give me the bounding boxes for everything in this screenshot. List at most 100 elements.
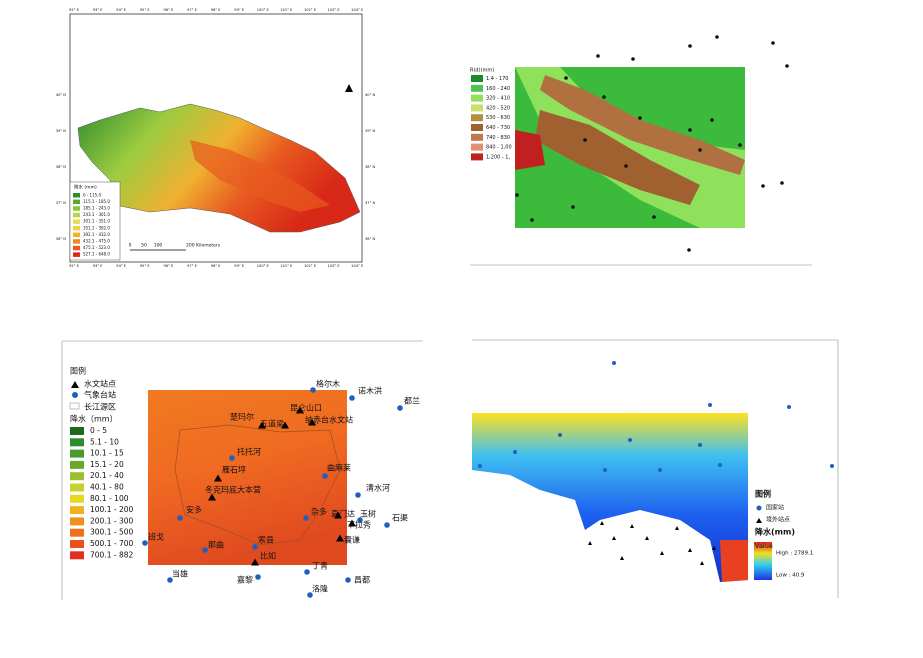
station-label: 清水河 — [366, 483, 390, 493]
station-label: 嘉黎 — [237, 575, 253, 585]
weather-station — [229, 455, 235, 461]
panel-2 — [470, 35, 812, 266]
mountain-band — [535, 110, 700, 205]
wet-zone — [515, 130, 545, 170]
legend-label: 长江源区 — [84, 402, 116, 412]
mountain-band — [540, 75, 745, 175]
legend-label: 5.1 - 10 — [90, 437, 119, 446]
station-label: 楚玛尔 — [230, 412, 254, 422]
lat-label: 40° N — [56, 93, 67, 97]
lat-label: 38° N — [56, 165, 67, 169]
legend-label: 320 - 410 — [486, 96, 510, 102]
legend-label: 840 - 1,00 — [486, 145, 512, 151]
station-label: 纳赤台水文站 — [305, 415, 353, 425]
legend-swatch — [471, 114, 483, 122]
lon-label: 93° E — [93, 8, 104, 12]
weather-station — [349, 395, 355, 401]
legend-swatch — [471, 75, 483, 82]
station-label: 直门达 — [331, 509, 355, 519]
legend-swatch — [70, 472, 84, 481]
lon-label: 94° E — [116, 8, 127, 12]
station-label: 比如 — [260, 551, 276, 561]
station-label: 安多 — [186, 505, 202, 515]
legend-label: 351.1 - 392.0 — [83, 225, 110, 230]
legend-label: 20.1 - 40 — [90, 471, 124, 480]
legend-label: 200.1 - 300 — [90, 516, 133, 525]
legend-label: 432.1 - 475.0 — [83, 239, 110, 244]
lat-label: 36° N — [56, 237, 67, 241]
legend-swatch — [70, 551, 84, 560]
lon-label: 103° E — [328, 8, 341, 12]
legend-swatch — [73, 193, 80, 198]
national-stations — [478, 361, 834, 472]
station-label: 当雄 — [172, 569, 188, 579]
legend-label: 水文站点 — [84, 379, 116, 389]
lon-label: 104° E — [351, 8, 364, 12]
weather-station — [303, 515, 309, 521]
legend-dot — [756, 505, 762, 511]
legend-title: R(d)(mm) — [470, 68, 494, 74]
lat-label: 39° N — [56, 129, 67, 133]
panel-4 — [472, 339, 839, 598]
legend-swatch — [73, 199, 80, 205]
station-label: 五道梁 — [260, 419, 284, 429]
lat-label: 37° N — [365, 201, 376, 205]
legend-outline — [69, 402, 80, 410]
legend-label: 243.1 - 301.0 — [83, 212, 110, 217]
station-label: 洛隆 — [312, 584, 328, 594]
ramp-high: High : 2789.1 — [776, 551, 813, 557]
weather-station — [167, 577, 173, 583]
dem-raster — [472, 413, 748, 582]
weather-station — [357, 517, 363, 523]
legend-swatch — [70, 540, 84, 548]
weather-station — [202, 547, 208, 553]
hydro-station — [348, 519, 356, 527]
legend-label: 700.1 - 882 — [90, 550, 133, 559]
station-label: 那曲 — [208, 540, 224, 550]
legend-swatch — [73, 226, 80, 231]
lon-label: 95° E — [140, 8, 151, 12]
legend-label: 80.1 - 100 — [90, 494, 129, 503]
legend-label: 475.1 - 523.0 — [83, 245, 110, 250]
station-label: 托托河 — [237, 447, 261, 457]
legend-label: 530 - 630 — [486, 115, 510, 121]
station-label: 都兰 — [404, 396, 420, 406]
station-label: 索县 — [258, 535, 274, 545]
north-arrow — [345, 84, 353, 92]
legend-swatch — [471, 94, 483, 102]
legend-label: 1.4 - 170 — [486, 76, 508, 82]
legend-swatch — [70, 528, 84, 537]
station-label: 下拉秀 — [347, 520, 371, 530]
legend-swatch — [70, 460, 84, 469]
legend-label: 0 - 5 — [90, 426, 107, 435]
legend-swatch — [471, 153, 483, 161]
legend-label: 301.1 - 351.0 — [83, 219, 110, 224]
weather-station — [345, 577, 351, 583]
hydro-station — [208, 493, 216, 501]
legend-swatch — [70, 483, 84, 492]
weather-station — [307, 592, 313, 598]
lon-label: 101° E — [280, 8, 293, 12]
weather-station — [177, 515, 183, 521]
legend-swatch — [73, 239, 80, 244]
legend-swatch — [70, 506, 84, 515]
legend-label: 640 - 730 — [486, 125, 510, 131]
lon-label: 92° E — [69, 264, 80, 268]
legend-label: 15.1 - 20 — [90, 460, 124, 469]
station-label: 诺木洪 — [358, 386, 382, 396]
legend-label: 740 - 830 — [486, 135, 510, 141]
station-label: 玉树 — [360, 509, 376, 519]
lon-label: 99° E — [234, 264, 245, 268]
legend-swatch — [73, 206, 80, 211]
legend-heading: 图例 — [70, 366, 86, 376]
foreign-stations — [588, 521, 716, 565]
legend-label: 境外站点 — [766, 516, 790, 524]
station-label: 冬克玛底大本营 — [205, 485, 261, 495]
hydro-station — [258, 421, 266, 429]
lon-label: 103° E — [328, 264, 341, 268]
weather-station — [142, 540, 148, 546]
legend-swatch — [70, 517, 84, 526]
panel-3 — [61, 340, 423, 600]
legend-label: 392.1 - 432.0 — [83, 232, 110, 237]
weather-station — [304, 569, 310, 575]
